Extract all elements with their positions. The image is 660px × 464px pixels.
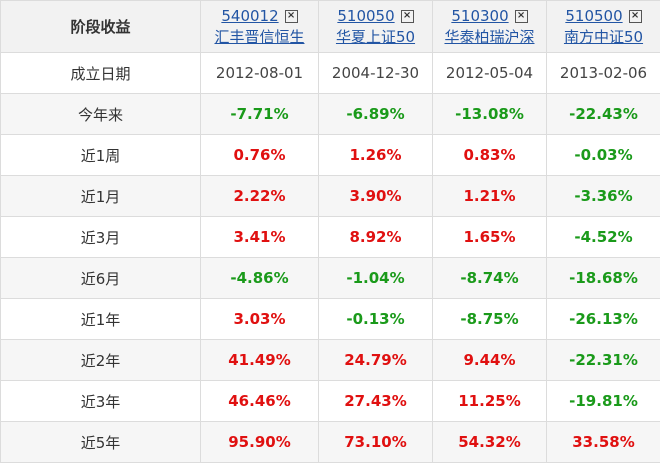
return-cell: -7.71%	[200, 93, 319, 135]
return-cell: -8.74%	[432, 257, 547, 299]
date-cell: 2012-08-01	[200, 52, 319, 94]
row-label: 近5年	[0, 421, 201, 463]
return-cell: 0.76%	[200, 134, 319, 176]
return-cell: -6.89%	[318, 93, 433, 135]
data-row: 今年来 -7.71% -6.89% -13.08% -22.43%	[0, 93, 660, 135]
data-row: 近1年 3.03% -0.13% -8.75% -26.13%	[0, 298, 660, 340]
return-cell: 11.25%	[432, 380, 547, 422]
table-body: 成立日期 2012-08-01 2004-12-30 2012-05-04 2013-0…	[0, 52, 660, 463]
data-row: 成立日期 2012-08-01 2004-12-30 2012-05-04 2013-0…	[0, 52, 660, 94]
return-cell: -1.04%	[318, 257, 433, 299]
return-cell: 46.46%	[200, 380, 319, 422]
fund-header: 510300 × 华泰柏瑞沪深	[432, 0, 547, 53]
header-row: 阶段收益 540012 × 汇丰晋信恒生 510050 × 华夏上证50 510300 × 华泰…	[0, 0, 660, 53]
return-cell: -4.86%	[200, 257, 319, 299]
fund-header: 510050 × 华夏上证50	[318, 0, 433, 53]
row-label: 近3年	[0, 380, 201, 422]
row-label: 近1周	[0, 134, 201, 176]
return-cell: 24.79%	[318, 339, 433, 381]
data-row: 近3月 3.41% 8.92% 1.65% -4.52%	[0, 216, 660, 258]
return-cell: 1.21%	[432, 175, 547, 217]
return-cell: 33.58%	[546, 421, 660, 463]
data-row: 近3年 46.46% 27.43% 11.25% -19.81%	[0, 380, 660, 422]
code-line: 510300 ×	[433, 6, 546, 26]
return-cell: -13.08%	[432, 93, 547, 135]
return-cell: 2.22%	[200, 175, 319, 217]
fund-code-link[interactable]: 510300	[451, 7, 509, 25]
code-line: 510500 ×	[547, 6, 660, 26]
fund-name-link[interactable]: 南方中证50	[563, 28, 644, 46]
date-cell: 2013-02-06	[546, 52, 660, 94]
remove-button[interactable]: ×	[400, 9, 414, 23]
return-cell: 3.90%	[318, 175, 433, 217]
return-cell: 3.03%	[200, 298, 319, 340]
header-title: 阶段收益	[0, 0, 201, 53]
return-cell: -4.52%	[546, 216, 660, 258]
fund-code-link[interactable]: 510500	[565, 7, 623, 25]
fund-header: 540012 × 汇丰晋信恒生	[200, 0, 319, 53]
row-label: 近6月	[0, 257, 201, 299]
remove-button[interactable]: ×	[284, 9, 298, 23]
row-label: 成立日期	[0, 52, 201, 94]
fund-name-link[interactable]: 汇丰晋信恒生	[214, 28, 305, 46]
return-cell: 3.41%	[200, 216, 319, 258]
return-cell: 0.83%	[432, 134, 547, 176]
return-cell: 27.43%	[318, 380, 433, 422]
return-cell: -19.81%	[546, 380, 660, 422]
return-cell: -8.75%	[432, 298, 547, 340]
return-cell: 73.10%	[318, 421, 433, 463]
row-label: 今年来	[0, 93, 201, 135]
return-cell: 54.32%	[432, 421, 547, 463]
data-row: 近1周 0.76% 1.26% 0.83% -0.03%	[0, 134, 660, 176]
return-cell: 9.44%	[432, 339, 547, 381]
fund-name-link[interactable]: 华夏上证50	[335, 28, 416, 46]
fund-code-link[interactable]: 510050	[337, 7, 395, 25]
code-line: 540012 ×	[201, 6, 318, 26]
return-cell: 41.49%	[200, 339, 319, 381]
fund-name-link[interactable]: 华泰柏瑞沪深	[444, 28, 535, 46]
fund-code-link[interactable]: 540012	[221, 7, 279, 25]
return-cell: 95.90%	[200, 421, 319, 463]
return-cell: -0.03%	[546, 134, 660, 176]
data-row: 近2年 41.49% 24.79% 9.44% -22.31%	[0, 339, 660, 381]
data-row: 近1月 2.22% 3.90% 1.21% -3.36%	[0, 175, 660, 217]
code-line: 510050 ×	[319, 6, 432, 26]
return-cell: -26.13%	[546, 298, 660, 340]
date-cell: 2004-12-30	[318, 52, 433, 94]
date-cell: 2012-05-04	[432, 52, 547, 94]
remove-button[interactable]: ×	[514, 9, 528, 23]
return-cell: 1.26%	[318, 134, 433, 176]
return-cell: -22.43%	[546, 93, 660, 135]
remove-button[interactable]: ×	[628, 9, 642, 23]
return-cell: -18.68%	[546, 257, 660, 299]
return-cell: 1.65%	[432, 216, 547, 258]
fund-header: 510500 × 南方中证50	[546, 0, 660, 53]
data-row: 近5年 95.90% 73.10% 54.32% 33.58%	[0, 421, 660, 463]
row-label: 近2年	[0, 339, 201, 381]
return-cell: 8.92%	[318, 216, 433, 258]
row-label: 近3月	[0, 216, 201, 258]
row-label: 近1月	[0, 175, 201, 217]
row-label: 近1年	[0, 298, 201, 340]
return-cell: -0.13%	[318, 298, 433, 340]
return-cell: -22.31%	[546, 339, 660, 381]
return-cell: -3.36%	[546, 175, 660, 217]
data-row: 近6月 -4.86% -1.04% -8.74% -18.68%	[0, 257, 660, 299]
